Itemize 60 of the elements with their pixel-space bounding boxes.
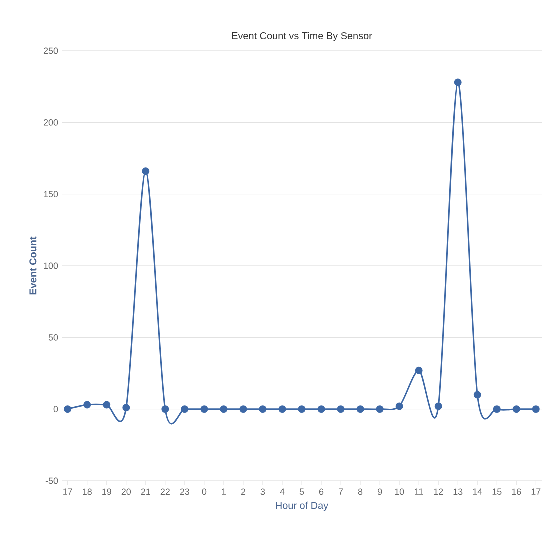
y-tick-label: 0 — [54, 406, 58, 412]
x-tick-label: 18 — [83, 488, 92, 496]
x-tick-label: 3 — [260, 488, 266, 496]
point — [376, 406, 384, 414]
point — [415, 366, 423, 374]
point — [396, 402, 404, 410]
x-tick-label: 17 — [64, 488, 72, 495]
x-tick-label: 13 — [454, 488, 463, 496]
y-axis-title: Event Count — [30, 236, 37, 295]
point — [142, 168, 150, 176]
point — [84, 401, 92, 409]
x-axis-title: Hour of Day — [276, 502, 329, 512]
point — [512, 406, 520, 414]
point — [122, 404, 130, 412]
x-tick-label: 9 — [378, 488, 382, 496]
y-tick-label: -50 — [46, 478, 58, 484]
point — [200, 406, 208, 414]
point — [220, 406, 228, 414]
y-tick-label: 100 — [44, 262, 58, 270]
x-tick-label: 14 — [473, 488, 482, 495]
x-tick-label: 10 — [395, 488, 404, 496]
point — [454, 78, 462, 86]
chart-title: Event Count vs Time By Sensor — [232, 32, 372, 42]
point — [532, 406, 540, 414]
x-tick-label: 16 — [512, 488, 522, 496]
x-tick-label: 2 — [241, 488, 246, 496]
x-tick-label: 4 — [280, 488, 285, 495]
point — [181, 406, 189, 414]
point — [103, 401, 111, 409]
x-tick-label: 17 — [532, 488, 541, 495]
x-tick-label: 12 — [434, 488, 444, 496]
x-tick-label: 23 — [180, 488, 190, 496]
x-tick-label: 19 — [102, 488, 112, 496]
point — [64, 406, 72, 414]
point — [240, 406, 248, 414]
x-tick-label: 5 — [300, 488, 304, 496]
point — [298, 406, 306, 414]
point — [318, 406, 326, 414]
x-tick-label: 7 — [338, 488, 344, 495]
point — [162, 406, 170, 414]
point — [474, 391, 482, 399]
point — [259, 406, 267, 414]
x-tick-label: 21 — [141, 488, 150, 496]
y-tick-label: 150 — [44, 191, 58, 198]
x-tick-label: 1 — [222, 488, 226, 495]
y-tick-label: 50 — [48, 334, 58, 341]
x-tick-label: 20 — [122, 488, 132, 496]
y-tick-label: 250 — [44, 48, 58, 54]
x-tick-label: 8 — [358, 488, 363, 496]
point — [434, 402, 442, 410]
point — [278, 406, 286, 414]
x-tick-label: 0 — [202, 488, 207, 496]
x-tick-label: 22 — [160, 488, 170, 496]
point — [493, 406, 501, 414]
point — [356, 406, 364, 414]
x-tick-label: 11 — [415, 488, 424, 495]
x-tick-label: 6 — [319, 488, 324, 496]
y-tick-label: 200 — [44, 119, 58, 126]
point — [337, 406, 345, 414]
x-tick-label: 15 — [492, 488, 502, 496]
